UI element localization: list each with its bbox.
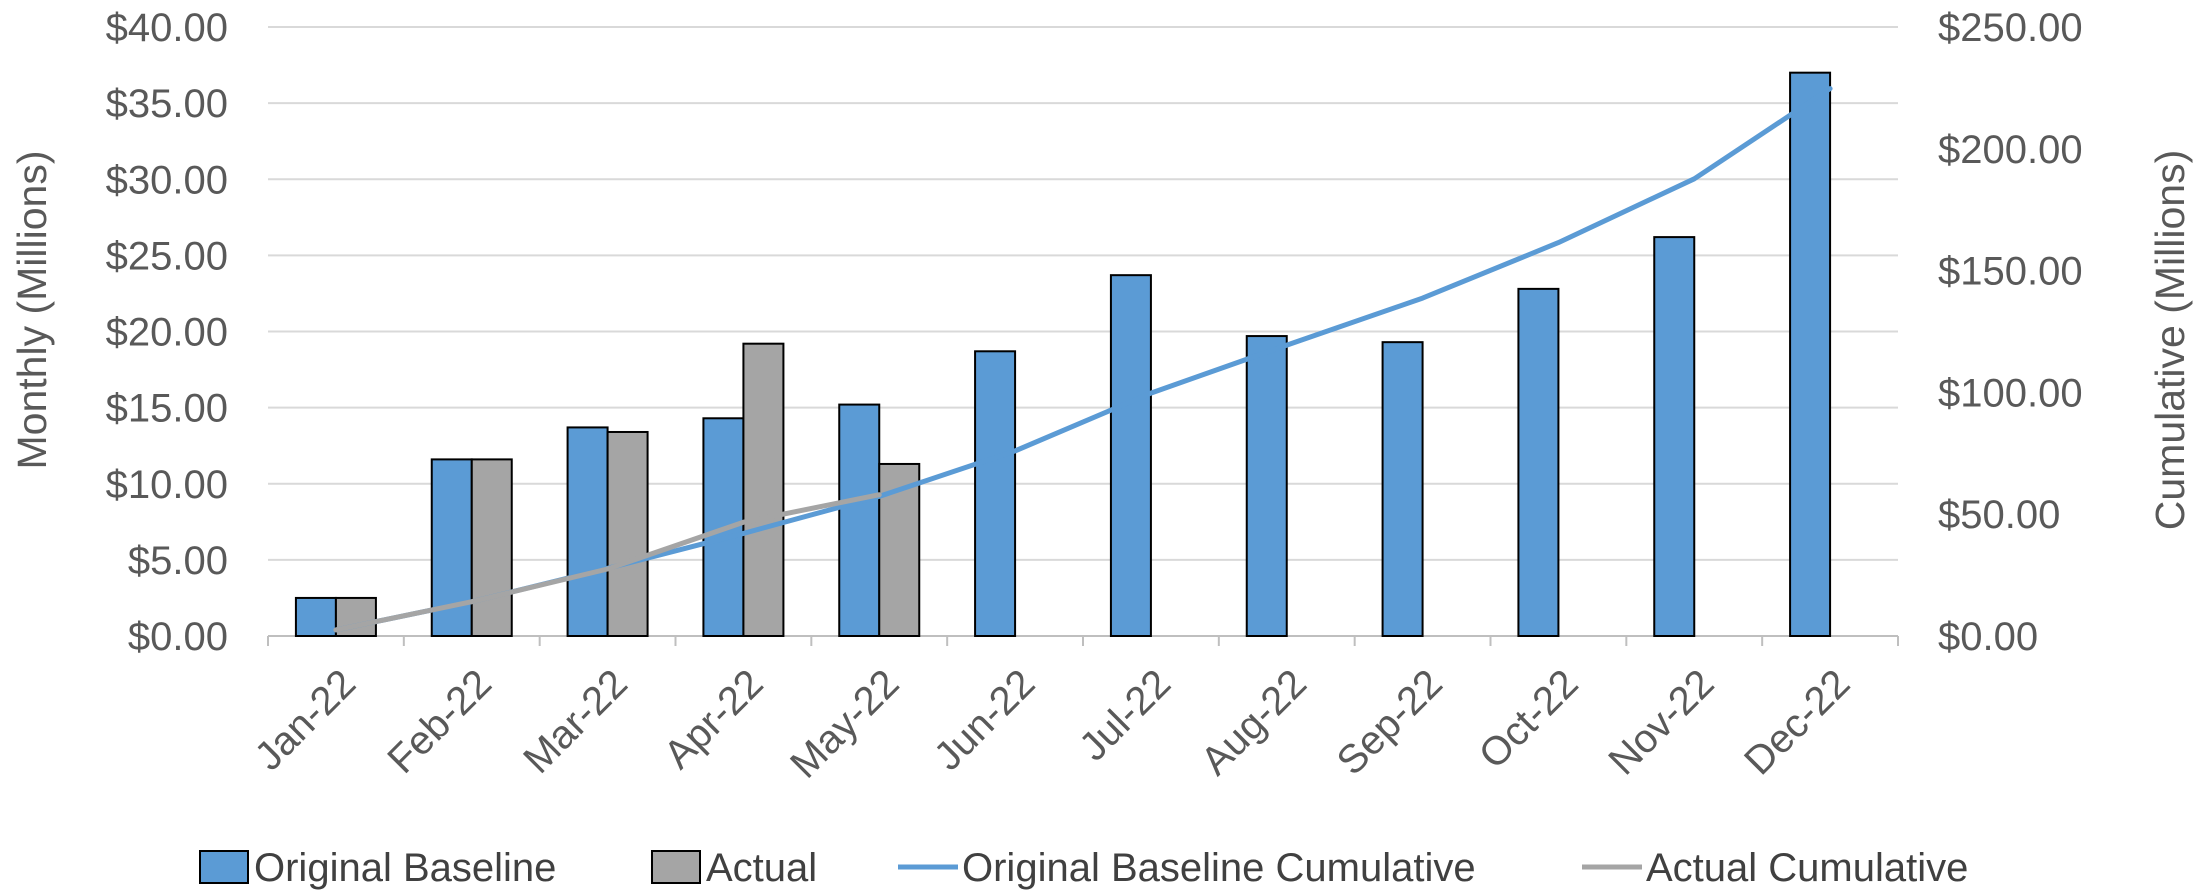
- x-tick-label: Nov-22: [1600, 661, 1722, 783]
- y-axis-right: $0.00 $50.00 $100.00 $150.00 $200.00 $250.00: [1938, 6, 2083, 659]
- bar-actual-may-22: [878, 462, 921, 637]
- legend-label-actual: Actual: [706, 846, 817, 890]
- gridlines: [268, 26, 1898, 637]
- x-tick-label: Apr-22: [656, 661, 772, 777]
- legend-swatch-actual: [651, 850, 701, 884]
- y-tick-label: $35.00: [106, 82, 228, 126]
- y2-tick-label: $0.00: [1938, 615, 2038, 659]
- y-tick-label: $40.00: [106, 6, 228, 50]
- bar-original-baseline-dec-22: [1789, 71, 1832, 638]
- bar-actual-mar-22: [606, 430, 649, 637]
- bar-original-baseline-jun-22: [974, 350, 1017, 637]
- bar-actual-feb-22: [470, 458, 513, 638]
- bar-original-baseline-jan-22: [294, 596, 337, 637]
- y2-tick-label: $200.00: [1938, 128, 2083, 172]
- x-tick-label: Jan-22: [247, 661, 365, 779]
- y2-tick-label: $250.00: [1938, 6, 2083, 50]
- y-tick-label: $25.00: [106, 234, 228, 278]
- y-axis-title-right: Cumulative (Millions): [2147, 150, 2193, 530]
- y-tick-label: $0.00: [128, 615, 228, 659]
- x-tick-label: Dec-22: [1736, 661, 1858, 783]
- x-tick-label: Sep-22: [1329, 661, 1451, 783]
- legend-label-actual-cumulative: Actual Cumulative: [1646, 846, 1968, 890]
- y-axis-left: $0.00 $5.00 $10.00 $15.00 $20.00 $25.00 $30.00…: [106, 6, 228, 659]
- y-tick-label: $10.00: [106, 463, 228, 507]
- bar-original-baseline-apr-22: [702, 417, 745, 637]
- bar-original-baseline-mar-22: [566, 426, 609, 638]
- legend-swatch-original-baseline: [199, 850, 249, 884]
- x-axis: Jan-22 Feb-22 Mar-22 Apr-22 May-22 Jun-22 Jul-…: [247, 636, 1899, 787]
- legend-label-original-baseline: Original Baseline: [254, 846, 556, 890]
- bar-original-baseline-jul-22: [1109, 274, 1152, 637]
- x-tick-label: Feb-22: [379, 661, 500, 782]
- lines: [333, 86, 1833, 633]
- bars: [294, 71, 1832, 638]
- bar-original-baseline-nov-22: [1653, 236, 1696, 637]
- x-tick-label: Jul-22: [1071, 661, 1179, 769]
- bar-original-baseline-feb-22: [430, 458, 473, 638]
- y2-tick-label: $100.00: [1938, 371, 2083, 415]
- bar-actual-apr-22: [742, 342, 785, 637]
- x-tick-label: May-22: [782, 661, 907, 786]
- bar-original-baseline-sep-22: [1381, 341, 1424, 637]
- y-tick-label: $30.00: [106, 158, 228, 202]
- y-tick-label: $20.00: [106, 311, 228, 355]
- bar-original-baseline-oct-22: [1517, 287, 1560, 637]
- bar-original-baseline-may-22: [838, 403, 881, 637]
- y-tick-label: $15.00: [106, 387, 228, 431]
- y2-tick-label: $150.00: [1938, 250, 2083, 294]
- y2-tick-label: $50.00: [1938, 493, 2060, 537]
- line-original-baseline-cumulative: [333, 86, 1833, 633]
- y-axis-title-left: Monthly (Millions): [9, 151, 55, 470]
- x-tick-label: Oct-22: [1471, 661, 1587, 777]
- y-tick-label: $5.00: [128, 539, 228, 583]
- legend-label-original-baseline-cumulative: Original Baseline Cumulative: [962, 846, 1476, 890]
- bar-original-baseline-aug-22: [1245, 335, 1288, 637]
- legend: Original Baseline Actual Original Baseli…: [199, 846, 1968, 890]
- line-actual-cumulative: [333, 492, 882, 633]
- x-tick-label: Aug-22: [1193, 661, 1315, 783]
- x-tick-label: Mar-22: [515, 661, 636, 782]
- x-tick-label: Jun-22: [926, 661, 1044, 779]
